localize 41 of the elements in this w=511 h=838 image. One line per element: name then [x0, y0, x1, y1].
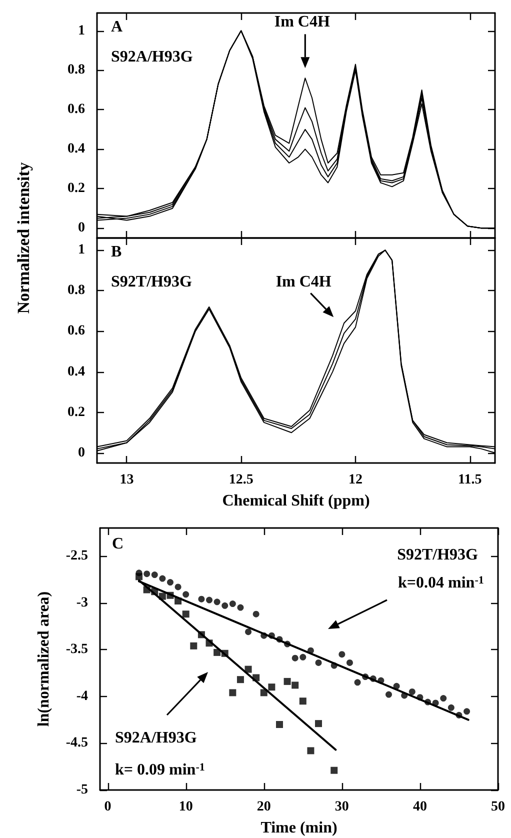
x-tick-label: 10	[178, 800, 193, 814]
y-tick-label: -3.5	[66, 642, 88, 658]
y-tick-label: -5	[76, 782, 88, 798]
x-tick-label: 30	[334, 800, 349, 814]
x-tick-label: 12.5	[228, 472, 254, 488]
annotation: Im C4H	[274, 14, 330, 31]
y-tick-label: 0	[78, 220, 85, 236]
y-tick-label: -4	[76, 688, 88, 704]
y-tick-label: 0.4	[68, 364, 85, 380]
x-tick-label: 40	[412, 800, 427, 814]
y-tick-label: 0.2	[68, 181, 85, 196]
y-tick-label: 1	[78, 242, 85, 258]
x-axis-title: Chemical Shift (ppm)	[222, 492, 370, 510]
annotation: C	[112, 536, 124, 552]
annotation: S92T/H93G	[111, 274, 192, 290]
annotation: B	[111, 244, 122, 260]
x-axis-title: Time (min)	[260, 820, 338, 836]
x-tick-label: 20	[256, 800, 271, 814]
annotation: S92A/H93G	[111, 48, 194, 66]
y-tick-label: 0	[78, 445, 85, 460]
y-tick-label: 0.4	[68, 142, 85, 157]
y-tick-label: 0.6	[68, 102, 85, 118]
y-tick-label: 0.2	[68, 404, 85, 420]
y-axis-title: Normalized intensity	[14, 162, 34, 314]
annotation: Im C4H	[276, 274, 332, 291]
y-tick-label: -4.5	[66, 736, 88, 751]
y-axis-title: ln(normalized area)	[36, 591, 52, 727]
y-tick-label: -2.5	[66, 548, 88, 564]
y-tick-label: -3	[76, 595, 88, 610]
y-tick-label: 0.8	[68, 62, 85, 78]
annotation: S92T/H93G	[397, 546, 479, 564]
annotation: S92A/H93G	[115, 730, 198, 746]
x-tick-label: 13	[120, 472, 134, 488]
annotation: A	[111, 18, 123, 36]
y-tick-label: 0.6	[68, 324, 85, 339]
x-tick-label: 11.5	[458, 472, 482, 488]
x-tick-label: 50	[491, 800, 505, 814]
x-tick-label: 0	[104, 800, 112, 814]
x-tick-label: 12	[348, 472, 362, 488]
y-tick-label: 0.8	[68, 283, 85, 298]
y-tick-label: 1	[78, 23, 85, 38]
